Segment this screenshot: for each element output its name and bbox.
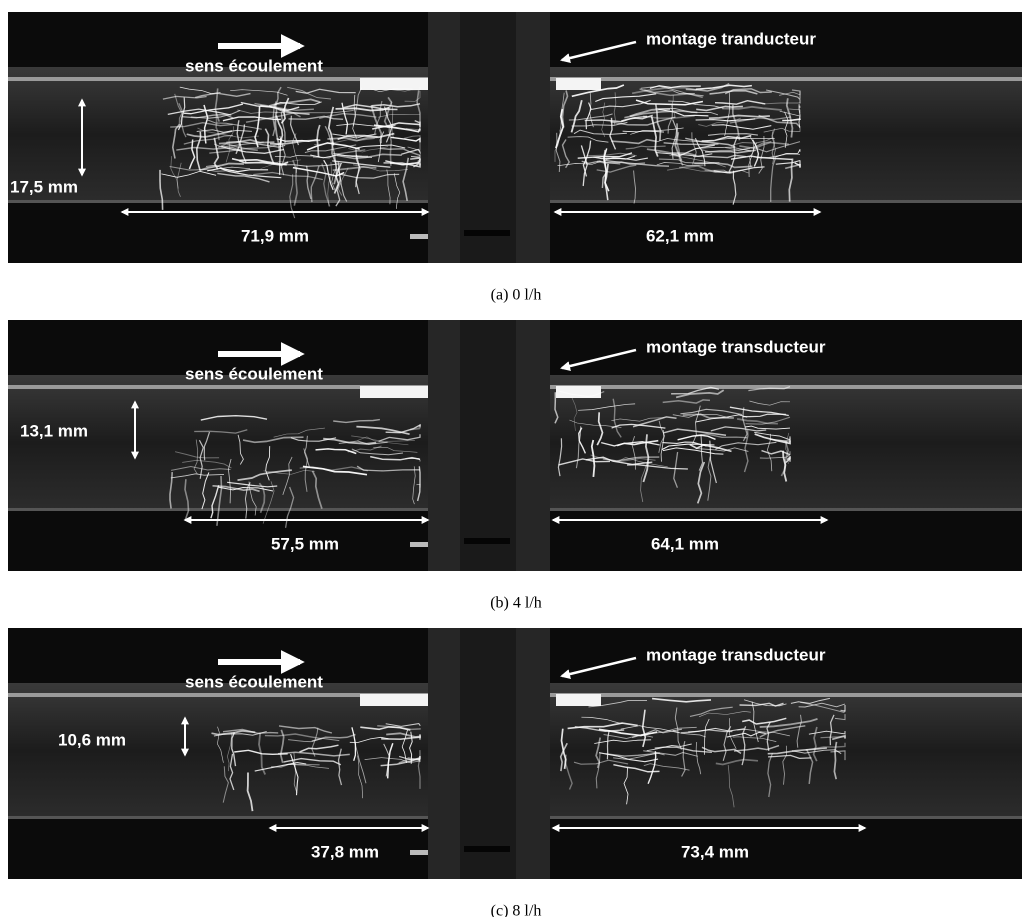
mount-clip <box>464 538 510 544</box>
height-label: 17,5 mm <box>10 177 78 196</box>
caption: (b) 4 l/h <box>490 595 542 612</box>
transducer-label: montage tranducteur <box>646 29 816 48</box>
page: sens écoulement montage tranducteur 17,5 m… <box>0 0 1032 917</box>
caption: (c) 8 l/h <box>491 903 542 917</box>
reflection <box>360 78 428 90</box>
photo: sens écoulement montage transducteur 10,6 … <box>8 628 1022 879</box>
mount-screw <box>410 542 428 547</box>
mount-screw <box>410 850 428 855</box>
right-length-label: 73,4 mm <box>681 842 749 861</box>
transducer-label: montage transducteur <box>646 337 826 356</box>
mount-clip <box>464 846 510 852</box>
photo: sens écoulement montage transducteur 13,1 … <box>8 320 1022 571</box>
reflection <box>360 694 428 706</box>
mount-clip <box>464 230 510 236</box>
mount-shade <box>460 12 516 263</box>
reflection <box>556 78 601 90</box>
flow-label: sens écoulement <box>185 672 323 691</box>
flow-label: sens écoulement <box>185 56 323 75</box>
figure: sens écoulement montage tranducteur 17,5 m… <box>0 0 1032 917</box>
height-label: 10,6 mm <box>58 730 126 749</box>
caption: (a) 0 l/h <box>491 287 542 304</box>
right-length-label: 62,1 mm <box>646 226 714 245</box>
left-length-label: 57,5 mm <box>271 534 339 553</box>
mount-shade <box>460 628 516 879</box>
mount-shade <box>460 320 516 571</box>
reflection <box>360 386 428 398</box>
photo: sens écoulement montage tranducteur 17,5 m… <box>8 12 1022 263</box>
reflection <box>556 694 601 706</box>
left-length-label: 71,9 mm <box>241 226 309 245</box>
left-length-label: 37,8 mm <box>311 842 379 861</box>
transducer-label: montage transducteur <box>646 645 826 664</box>
flow-label: sens écoulement <box>185 364 323 383</box>
height-label: 13,1 mm <box>20 421 88 440</box>
right-length-label: 64,1 mm <box>651 534 719 553</box>
mount-screw <box>410 234 428 239</box>
